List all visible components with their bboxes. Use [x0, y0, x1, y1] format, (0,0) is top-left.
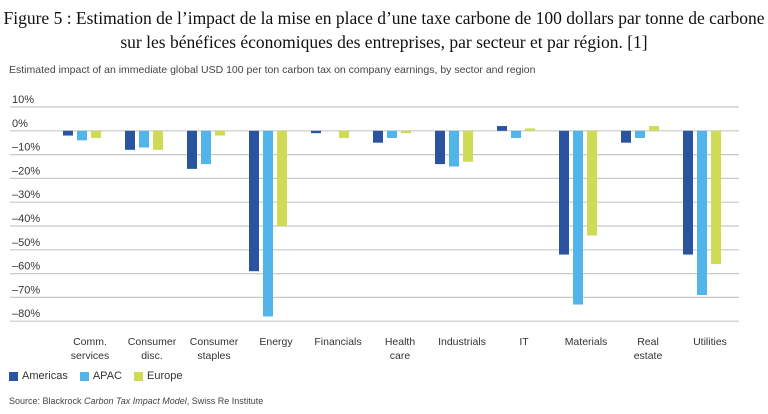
source-prefix: Source: Blackrock: [9, 396, 85, 406]
bar-europe: [401, 130, 411, 134]
bar-europe: [91, 130, 101, 138]
bar-americas: [249, 130, 259, 272]
category-label: Financials: [314, 336, 361, 348]
chart-title: Estimated impact of an immediate global …: [9, 64, 536, 76]
bar-europe: [277, 130, 287, 226]
category-label: Health care: [385, 336, 416, 362]
bar-europe: [215, 130, 225, 136]
bar-europe: [525, 128, 535, 131]
legend-swatch: [9, 371, 18, 381]
category-label: Real estate: [634, 336, 663, 362]
bar-europe: [153, 130, 163, 150]
legend-label: Americas: [22, 370, 68, 382]
y-tick-label: –10%: [12, 142, 40, 154]
bar-apac: [201, 130, 211, 165]
bar-europe: [587, 130, 597, 236]
category-label: Industrials: [438, 336, 486, 348]
bar-americas: [311, 130, 321, 134]
source-note: Source: Blackrock Carbon Tax Impact Mode…: [9, 396, 263, 406]
bar-apac: [263, 130, 273, 317]
legend-item-apac: APAC: [79, 370, 122, 382]
bar-apac: [77, 130, 87, 141]
y-tick-label: –20%: [12, 165, 40, 177]
bar-apac: [511, 130, 521, 138]
y-tick-label: –70%: [12, 284, 40, 296]
bar-europe: [711, 130, 721, 265]
bar-apac: [449, 130, 459, 167]
bar-chart: 10% 0% –10% –20% –30% –40% –50% –60% –70% –80% Com…: [10, 94, 739, 362]
legend-label: APAC: [92, 370, 122, 382]
y-tick-label: 0%: [12, 118, 28, 130]
legend-swatch: [79, 371, 89, 381]
y-tick-label: –50%: [12, 237, 40, 249]
category-label: Energy: [259, 336, 293, 348]
bar-apac: [697, 130, 707, 296]
bar-europe: [649, 126, 659, 131]
category-label: IT: [519, 336, 529, 348]
source-suffix: , Swiss Re Institute: [186, 396, 264, 406]
y-tick-label: –80%: [12, 308, 40, 320]
bar-europe: [463, 130, 473, 162]
bar-americas: [373, 130, 383, 143]
bar-americas: [63, 130, 73, 136]
bar-europe: [339, 130, 349, 138]
category-label: Materials: [565, 336, 608, 348]
figure-title: Figure 5 : Estimation de l’impact de la …: [3, 8, 765, 52]
legend-item-europe: Europe: [133, 370, 183, 382]
legend-swatch: [133, 371, 143, 381]
y-tick-label: –60%: [12, 261, 40, 273]
bar-apac: [573, 130, 583, 305]
bar-americas: [187, 130, 197, 169]
y-tick-label: –40%: [12, 213, 40, 225]
bar-apac: [387, 130, 397, 138]
legend: Americas APAC Europe: [9, 370, 182, 382]
bar-americas: [683, 130, 693, 255]
bar-americas: [559, 130, 569, 255]
bar-apac: [635, 130, 645, 138]
bar-americas: [435, 130, 445, 165]
source-model: Carbon Tax Impact Model: [84, 396, 187, 406]
bar-americas: [621, 130, 631, 143]
category-label: Consumer staples: [190, 336, 239, 362]
category-label: Comm. services: [71, 336, 110, 362]
legend-item-americas: Americas: [9, 370, 68, 382]
category-label: Utilities: [693, 336, 727, 348]
y-tick-label: 10%: [12, 94, 34, 106]
legend-label: Europe: [146, 370, 183, 382]
y-tick-label: –30%: [12, 189, 40, 201]
bar-americas: [497, 126, 507, 131]
bar-apac: [139, 130, 149, 148]
bar-americas: [125, 130, 135, 150]
category-label: Consumer disc.: [128, 336, 177, 362]
